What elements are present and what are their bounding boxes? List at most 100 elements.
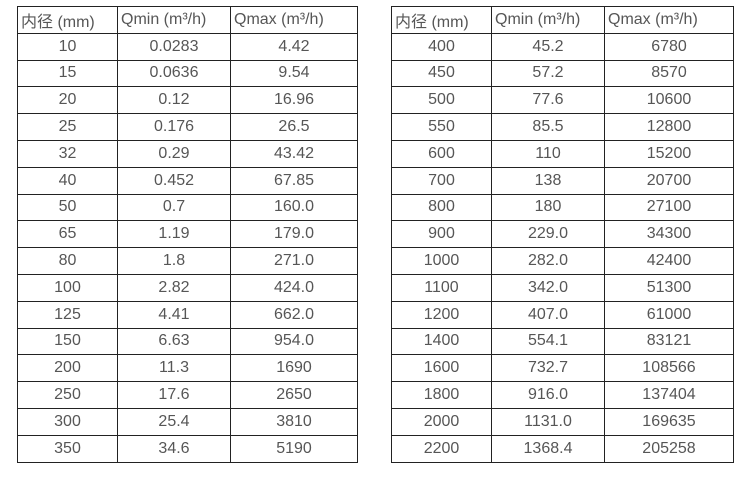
cell: 732.7 (491, 354, 605, 383)
cell: 180 (491, 193, 605, 222)
table-row: 900 229.0 34300 (391, 220, 734, 249)
cell: 42400 (604, 247, 734, 275)
cell: 1.19 (117, 220, 231, 249)
table-row: 150 6.63 954.0 (17, 327, 358, 356)
cell: 169635 (604, 407, 734, 436)
cell: 80 (17, 247, 118, 275)
cell: 0.7 (117, 193, 231, 222)
cell: 0.0636 (117, 59, 231, 88)
cell: 65 (17, 220, 118, 249)
cell: 32 (17, 139, 118, 168)
cell: 20 (17, 86, 118, 115)
header-row: 内径 (mm) Qmin (m³/h) Qmax (m³/h) (17, 6, 358, 34)
cell: 17.6 (117, 381, 231, 409)
cell: 6.63 (117, 327, 231, 356)
cell: 205258 (604, 434, 734, 463)
column-header: Qmax (m³/h) (230, 6, 358, 34)
cell: 179.0 (230, 220, 358, 249)
table-row: 10 0.0283 4.42 (17, 32, 358, 61)
cell: 137404 (604, 381, 734, 409)
table-row: 20 0.12 16.96 (17, 86, 358, 115)
cell: 77.6 (491, 86, 605, 115)
cell: 550 (391, 113, 492, 141)
table-row: 1100 342.0 51300 (391, 273, 734, 302)
cell: 0.176 (117, 113, 231, 141)
cell: 600 (391, 139, 492, 168)
cell: 0.452 (117, 166, 231, 195)
cell: 2650 (230, 381, 358, 409)
cell: 0.12 (117, 86, 231, 115)
cell: 4.41 (117, 300, 231, 329)
cell: 554.1 (491, 327, 605, 356)
cell: 200 (17, 354, 118, 383)
cell: 250 (17, 381, 118, 409)
cell: 16.96 (230, 86, 358, 115)
cell: 27100 (604, 193, 734, 222)
cell: 15200 (604, 139, 734, 168)
table-row: 1800 916.0 137404 (391, 381, 734, 409)
cell: 85.5 (491, 113, 605, 141)
cell: 34.6 (117, 434, 231, 463)
cell: 43.42 (230, 139, 358, 168)
cell: 26.5 (230, 113, 358, 141)
column-header: Qmax (m³/h) (604, 6, 734, 34)
table-row: 400 45.2 6780 (391, 32, 734, 61)
cell: 25 (17, 113, 118, 141)
cell: 20700 (604, 166, 734, 195)
table-row: 65 1.19 179.0 (17, 220, 358, 249)
cell: 2200 (391, 434, 492, 463)
table-row: 1000 282.0 42400 (391, 247, 734, 275)
cell: 25.4 (117, 407, 231, 436)
cell: 916.0 (491, 381, 605, 409)
cell: 51300 (604, 273, 734, 302)
cell: 1000 (391, 247, 492, 275)
cell: 34300 (604, 220, 734, 249)
table-row: 15 0.0636 9.54 (17, 59, 358, 88)
cell: 1368.4 (491, 434, 605, 463)
cell: 1100 (391, 273, 492, 302)
cell: 125 (17, 300, 118, 329)
cell: 138 (491, 166, 605, 195)
cell: 83121 (604, 327, 734, 356)
table-row: 300 25.4 3810 (17, 407, 358, 436)
table-row: 600 110 15200 (391, 139, 734, 168)
cell: 1400 (391, 327, 492, 356)
table-row: 700 138 20700 (391, 166, 734, 195)
table-row: 50 0.7 160.0 (17, 193, 358, 222)
cell: 400 (391, 32, 492, 61)
cell: 2.82 (117, 273, 231, 302)
table-row: 25 0.176 26.5 (17, 113, 358, 141)
cell: 15 (17, 59, 118, 88)
table-row: 125 4.41 662.0 (17, 300, 358, 329)
table-row: 1600 732.7 108566 (391, 354, 734, 383)
cell: 900 (391, 220, 492, 249)
cell: 424.0 (230, 273, 358, 302)
table-row: 800 180 27100 (391, 193, 734, 222)
cell: 450 (391, 59, 492, 88)
cell: 271.0 (230, 247, 358, 275)
table-row: 250 17.6 2650 (17, 381, 358, 409)
cell: 4.42 (230, 32, 358, 61)
table-row: 1400 554.1 83121 (391, 327, 734, 356)
table-row: 500 77.6 10600 (391, 86, 734, 115)
cell: 3810 (230, 407, 358, 436)
table-row: 100 2.82 424.0 (17, 273, 358, 302)
cell: 10600 (604, 86, 734, 115)
column-header: Qmin (m³/h) (117, 6, 231, 34)
table-row: 2000 1131.0 169635 (391, 407, 734, 436)
cell: 110 (491, 139, 605, 168)
cell: 700 (391, 166, 492, 195)
cell: 45.2 (491, 32, 605, 61)
cell: 1600 (391, 354, 492, 383)
table-row: 200 11.3 1690 (17, 354, 358, 383)
cell: 342.0 (491, 273, 605, 302)
table-row: 450 57.2 8570 (391, 59, 734, 88)
cell: 2000 (391, 407, 492, 436)
cell: 6780 (604, 32, 734, 61)
flow-table-small-diameters: 内径 (mm) Qmin (m³/h) Qmax (m³/h) 10 0.0283 4.… (17, 6, 358, 463)
cell: 229.0 (491, 220, 605, 249)
cell: 500 (391, 86, 492, 115)
cell: 57.2 (491, 59, 605, 88)
cell: 1200 (391, 300, 492, 329)
